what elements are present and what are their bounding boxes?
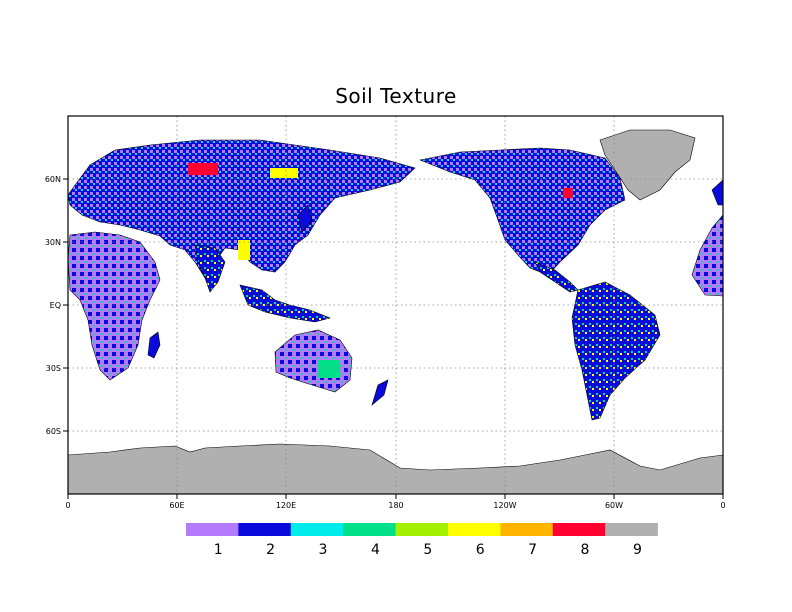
colorbar-label-2: 2 (266, 542, 275, 558)
x-tick-label: 120E (276, 501, 296, 510)
colorbar-label-8: 8 (581, 542, 590, 558)
new-zealand (371, 379, 389, 406)
y-tick-label: EQ (50, 301, 61, 310)
x-tick-label: 180 (388, 501, 403, 510)
land-masses (68, 129, 723, 494)
colorbar-swatch-8 (552, 523, 606, 536)
colorbar-label-4: 4 (371, 542, 380, 558)
x-tick-label: 0 (65, 501, 70, 510)
africa-east-edge (691, 214, 723, 297)
colorbar-label-9: 9 (633, 542, 642, 558)
colorbar-swatch-6 (448, 523, 501, 536)
canada-red-patch (563, 188, 573, 198)
colorbar-swatch-5 (395, 523, 449, 536)
europe-edge (711, 179, 723, 206)
x-tick-label: 120W (493, 501, 516, 510)
japan (297, 204, 313, 233)
grid-lines (68, 116, 723, 494)
x-tick-label: 60E (169, 501, 184, 510)
colorbar-label-5: 5 (423, 542, 432, 558)
asia-yellow-patch (238, 240, 250, 260)
greenland (599, 129, 696, 201)
eurasia (68, 139, 416, 279)
colorbar-swatch-4 (343, 523, 396, 536)
colorbar-label-3: 3 (319, 542, 328, 558)
colorbar-swatch-9 (605, 523, 658, 536)
scandinavia-red-patch (188, 163, 218, 175)
colorbar-label-1: 1 (214, 542, 223, 558)
colorbar-swatch-1 (186, 523, 239, 536)
india (194, 244, 226, 293)
colorbar-legend: 1 2 3 4 5 6 7 8 9 (186, 523, 658, 558)
australia-cyan-patch (318, 360, 340, 378)
y-tick-label: 30S (46, 364, 61, 373)
north-america (418, 147, 626, 276)
madagascar (147, 331, 161, 359)
y-tick-label: 60N (45, 175, 61, 184)
x-axis: 0 60E 120E 180 120W 60W 0 (65, 494, 726, 510)
colorbar-swatch-3 (290, 523, 344, 536)
siberia-yellow-patch (270, 168, 298, 178)
colorbar-swatch-7 (500, 523, 554, 536)
x-tick-label: 0 (720, 501, 725, 510)
africa (68, 231, 161, 381)
y-axis: 60N 30N EQ 30S 60S (45, 175, 68, 436)
y-tick-label: 60S (46, 427, 61, 436)
colorbar-label-7: 7 (528, 542, 537, 558)
colorbar-label-6: 6 (476, 542, 485, 558)
central-america (534, 261, 579, 293)
map-title: Soil Texture (335, 84, 457, 108)
south-america (571, 281, 661, 421)
antarctica (68, 443, 723, 494)
x-tick-label: 60W (605, 501, 623, 510)
y-tick-label: 30N (45, 238, 61, 247)
colorbar-swatch-2 (238, 523, 292, 536)
southeast-asia (239, 284, 331, 323)
